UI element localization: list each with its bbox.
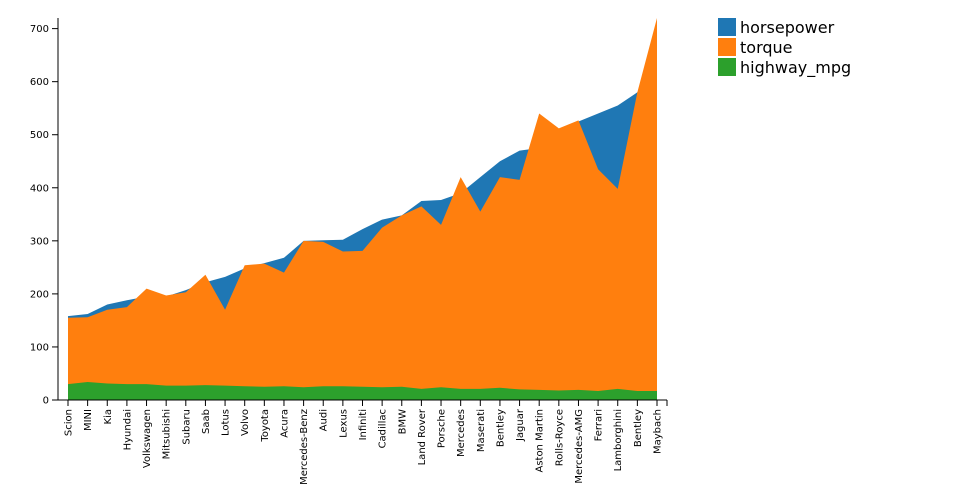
x-tick-label: Maybach xyxy=(653,409,664,454)
y-tick-label: 300 xyxy=(30,236,49,247)
x-axis: Scion MINI Kia Hyundai Volkswagen Mitsubishi S… xyxy=(58,399,668,485)
x-tick: Rolls-Royce xyxy=(554,400,565,466)
legend-label: horsepower xyxy=(740,18,835,37)
x-tick-label: Mitsubishi xyxy=(162,409,173,459)
x-tick-label: Aston Martin xyxy=(535,409,546,473)
x-tick-label: Hyundai xyxy=(122,409,133,450)
y-tick: 400 xyxy=(30,183,58,194)
x-tick: MINI xyxy=(83,400,94,431)
legend-label: highway_mpg xyxy=(740,58,851,78)
y-tick-label: 200 xyxy=(30,289,49,300)
x-tick-label: Ferrari xyxy=(594,409,605,441)
y-tick-label: 500 xyxy=(30,130,49,141)
x-tick-label: Rolls-Royce xyxy=(554,409,565,466)
y-tick: 100 xyxy=(30,342,58,353)
x-tick: Volkswagen xyxy=(142,400,153,468)
y-tick: 500 xyxy=(30,130,58,141)
x-tick-label: Volkswagen xyxy=(142,409,153,468)
x-tick-label: Mercedes-Benz xyxy=(299,409,310,485)
x-tick: Bentley xyxy=(495,400,506,447)
x-tick-label: Subaru xyxy=(181,409,192,445)
x-tick-label: Bentley xyxy=(495,409,506,447)
x-tick-label: Jaguar xyxy=(515,408,526,442)
y-tick: 0 xyxy=(43,396,58,407)
x-tick: BMW xyxy=(397,400,408,434)
x-tick-label: Land Rover xyxy=(417,408,428,465)
x-tick: Porsche xyxy=(437,400,448,448)
x-tick: Bentley xyxy=(633,400,644,447)
area-highway_mpg xyxy=(68,381,657,400)
x-tick-label: Volvo xyxy=(240,409,251,436)
x-tick: Mercedes-Benz xyxy=(299,400,310,485)
legend-swatch xyxy=(718,18,736,36)
x-tick-label: Audi xyxy=(319,409,330,431)
x-tick-label: Saab xyxy=(201,409,212,434)
x-tick-label: Acura xyxy=(279,409,290,438)
x-tick-label: Lamborghini xyxy=(613,409,624,471)
x-tick: Kia xyxy=(103,400,114,424)
x-tick: Jaguar xyxy=(515,400,526,442)
x-tick: Lamborghini xyxy=(613,400,624,471)
y-tick: 700 xyxy=(30,24,58,35)
y-tick-label: 100 xyxy=(30,342,49,353)
x-tick-label: Mercedes-AMG xyxy=(574,409,585,484)
x-tick-label: Lexus xyxy=(338,409,349,438)
legend-label: torque xyxy=(740,38,793,57)
x-tick-label: Kia xyxy=(103,409,114,424)
x-tick-label: Mercedes xyxy=(456,409,467,457)
x-tick: Acura xyxy=(279,400,290,438)
x-tick: Maybach xyxy=(653,400,664,454)
x-tick: Mercedes-AMG xyxy=(574,400,585,484)
x-tick: Mitsubishi xyxy=(162,400,173,459)
y-axis: 0 100 200 300 400 500 600 700 xyxy=(30,18,59,407)
x-tick-label: Infiniti xyxy=(358,409,369,440)
x-tick: Cadillac xyxy=(378,400,389,448)
x-tick-label: Toyota xyxy=(260,409,271,443)
x-tick-label: Scion xyxy=(64,409,75,436)
y-tick-label: 0 xyxy=(43,396,49,407)
x-tick: Aston Martin xyxy=(535,400,546,473)
x-tick: Toyota xyxy=(260,400,271,443)
x-tick: Audi xyxy=(319,400,330,431)
y-tick-label: 600 xyxy=(30,77,49,88)
legend-swatch xyxy=(718,38,736,56)
legend-item-highway_mpg: highway_mpg xyxy=(718,58,851,78)
x-tick: Volvo xyxy=(240,400,251,436)
legend-swatch xyxy=(718,58,736,76)
x-tick: Infiniti xyxy=(358,400,369,440)
x-tick: Land Rover xyxy=(417,400,428,465)
legend-item-torque: torque xyxy=(718,38,793,57)
x-tick-label: MINI xyxy=(83,409,94,431)
x-tick-label: BMW xyxy=(397,409,408,434)
x-tick-label: Maserati xyxy=(476,409,487,452)
y-tick-label: 700 xyxy=(30,24,49,35)
y-tick: 600 xyxy=(30,77,58,88)
x-tick-label: Porsche xyxy=(437,409,448,448)
x-tick: Lotus xyxy=(221,400,232,436)
x-tick: Ferrari xyxy=(594,400,605,441)
y-tick: 200 xyxy=(30,289,58,300)
x-tick: Scion xyxy=(64,400,75,436)
x-tick-label: Lotus xyxy=(221,409,232,436)
y-tick-label: 400 xyxy=(30,183,49,194)
x-tick-label: Cadillac xyxy=(378,409,389,448)
x-tick-label: Bentley xyxy=(633,409,644,447)
x-tick: Mercedes xyxy=(456,400,467,457)
x-tick: Maserati xyxy=(476,400,487,452)
plot-areas xyxy=(68,18,657,401)
legend-item-horsepower: horsepower xyxy=(718,18,835,37)
x-tick: Saab xyxy=(201,400,212,434)
x-tick: Subaru xyxy=(181,400,192,445)
x-tick: Lexus xyxy=(338,400,349,438)
x-tick: Hyundai xyxy=(122,400,133,450)
area-torque xyxy=(68,18,657,400)
y-tick: 300 xyxy=(30,236,58,247)
